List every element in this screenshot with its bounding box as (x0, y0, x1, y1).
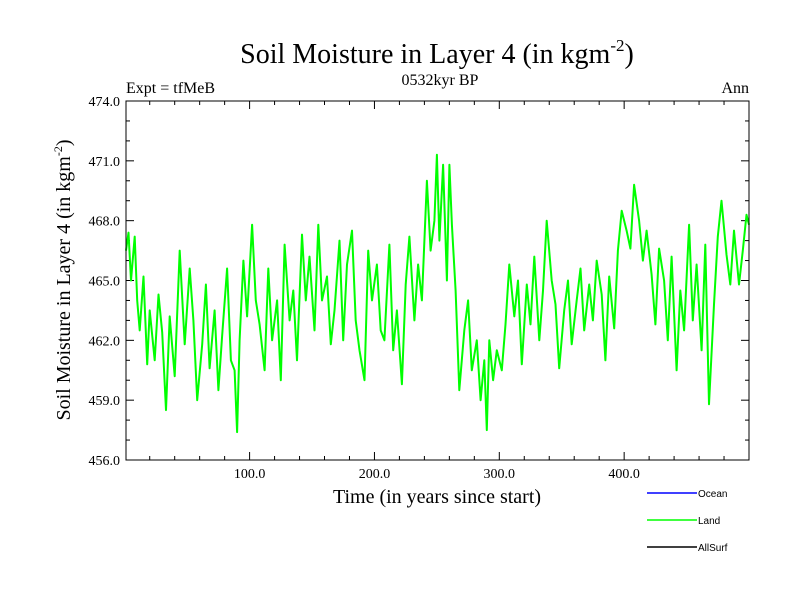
subtitle-period: 0532kyr BP (402, 72, 479, 89)
plot-frame (125, 100, 750, 461)
y-tick-label: 468.0 (89, 215, 121, 230)
x-axis-label: Time (in years since start) (333, 486, 541, 508)
x-tick-label: 400.0 (608, 467, 640, 482)
x-tick-label: 100.0 (234, 467, 266, 482)
y-tick-label: 462.0 (89, 334, 121, 349)
legend: Ocean Land AllSurf (647, 489, 728, 554)
x-tick-label: 200.0 (359, 467, 391, 482)
axis-tick-labels: 456.0 459.0 462.0 465.0 468.0 471.0 474.0 100.0… (89, 95, 640, 482)
y-tick-label: 456.0 (89, 454, 121, 469)
legend-label-land: Land (698, 516, 720, 527)
series-line-land (125, 153, 750, 434)
y-tick-label: 459.0 (89, 394, 121, 409)
x-tick-label: 300.0 (484, 467, 516, 482)
chart-title: Soil Moisture in Layer 4 (in kgm-2) (240, 36, 634, 70)
y-axis-label: Soil Moisture in Layer 4 (in kgm-2) (51, 139, 75, 420)
legend-label-ocean: Ocean (698, 489, 727, 500)
subtitle-season: Ann (721, 80, 749, 97)
y-tick-label: 465.0 (89, 275, 121, 290)
subtitle-expt: Expt = tfMeB (126, 80, 215, 97)
y-tick-label: 471.0 (89, 155, 121, 170)
y-tick-label: 474.0 (89, 95, 121, 110)
legend-label-allsurf: AllSurf (698, 543, 728, 554)
series-layer (125, 153, 750, 434)
